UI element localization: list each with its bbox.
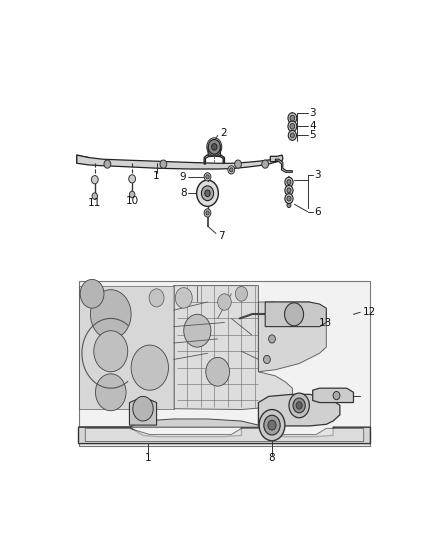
Circle shape <box>90 290 131 339</box>
Circle shape <box>287 180 291 184</box>
Polygon shape <box>270 155 283 161</box>
Polygon shape <box>265 302 326 327</box>
Circle shape <box>285 303 304 326</box>
Circle shape <box>94 330 128 372</box>
Circle shape <box>160 160 167 168</box>
Circle shape <box>333 391 340 400</box>
Text: 7: 7 <box>219 230 225 240</box>
Polygon shape <box>78 286 173 409</box>
Circle shape <box>218 294 231 310</box>
Circle shape <box>285 177 293 187</box>
Circle shape <box>288 113 297 124</box>
Polygon shape <box>276 159 293 172</box>
Circle shape <box>204 173 211 181</box>
Circle shape <box>287 188 291 193</box>
Text: 13: 13 <box>319 318 332 327</box>
Circle shape <box>268 314 276 322</box>
Circle shape <box>228 166 235 174</box>
Circle shape <box>92 193 98 199</box>
Circle shape <box>235 286 247 301</box>
Circle shape <box>230 168 233 172</box>
Polygon shape <box>78 427 371 443</box>
Circle shape <box>289 393 309 418</box>
Text: 3: 3 <box>314 170 321 180</box>
Circle shape <box>288 131 297 140</box>
Circle shape <box>290 115 295 121</box>
Polygon shape <box>77 155 88 163</box>
Text: 2: 2 <box>220 128 227 138</box>
Text: 12: 12 <box>363 307 376 317</box>
Polygon shape <box>130 400 156 425</box>
Circle shape <box>285 193 293 204</box>
Circle shape <box>133 397 153 421</box>
Text: 6: 6 <box>314 207 321 217</box>
Circle shape <box>285 185 293 195</box>
Polygon shape <box>258 302 326 372</box>
Text: 9: 9 <box>180 172 187 182</box>
Circle shape <box>296 402 302 409</box>
Polygon shape <box>173 286 293 409</box>
Text: 8: 8 <box>268 453 276 463</box>
Circle shape <box>268 302 276 310</box>
Circle shape <box>206 211 209 215</box>
Circle shape <box>290 133 294 138</box>
Circle shape <box>205 190 210 197</box>
Polygon shape <box>258 394 340 426</box>
Circle shape <box>288 121 297 132</box>
Polygon shape <box>77 155 277 169</box>
Circle shape <box>95 374 126 411</box>
Circle shape <box>212 143 217 150</box>
Circle shape <box>197 180 219 206</box>
Text: 1: 1 <box>153 171 160 181</box>
Circle shape <box>92 175 98 184</box>
Circle shape <box>131 345 169 390</box>
Circle shape <box>184 314 211 347</box>
Circle shape <box>268 420 276 430</box>
Polygon shape <box>313 388 353 402</box>
Circle shape <box>262 160 268 168</box>
Circle shape <box>175 288 192 308</box>
Bar <box>78 281 371 446</box>
Text: 10: 10 <box>126 197 139 206</box>
Circle shape <box>287 203 291 207</box>
Circle shape <box>129 175 135 183</box>
Circle shape <box>149 289 164 307</box>
Circle shape <box>204 209 211 217</box>
Text: 1: 1 <box>145 453 152 463</box>
Polygon shape <box>85 429 364 441</box>
Circle shape <box>287 196 291 201</box>
Circle shape <box>264 415 280 435</box>
Circle shape <box>206 358 230 386</box>
Circle shape <box>259 409 285 441</box>
Text: 5: 5 <box>309 131 316 140</box>
Circle shape <box>290 124 295 129</box>
Circle shape <box>264 356 270 364</box>
Polygon shape <box>208 142 220 156</box>
Circle shape <box>130 191 135 198</box>
Text: 8: 8 <box>180 188 187 198</box>
Circle shape <box>208 140 220 154</box>
Text: 3: 3 <box>309 108 316 118</box>
Text: 11: 11 <box>88 198 102 208</box>
Circle shape <box>104 160 111 168</box>
Circle shape <box>293 398 305 413</box>
Circle shape <box>201 186 214 200</box>
Circle shape <box>80 279 104 308</box>
Polygon shape <box>78 419 258 427</box>
Text: 4: 4 <box>309 122 316 131</box>
Polygon shape <box>204 154 224 164</box>
Circle shape <box>206 175 209 179</box>
Circle shape <box>235 160 241 168</box>
Circle shape <box>268 335 276 343</box>
